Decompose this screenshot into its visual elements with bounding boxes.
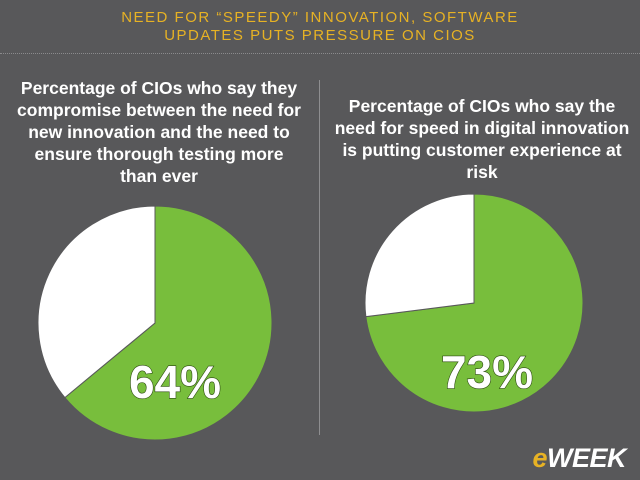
right-pie-chart: 73% [364,193,584,413]
header-title-line-2: UPDATES PUTS PRESSURE ON CIOS [164,27,476,44]
left-pie-chart: 64% [37,205,273,441]
header-title-line-1: NEED FOR “SPEEDY” INNOVATION, SOFTWARE [121,9,519,26]
pie-1-value-label: 73% [441,346,533,398]
eweek-logo: eWEEK [532,443,626,473]
pie-0-slice-main [64,205,273,441]
pie-0-value-label: 64% [129,356,221,408]
header-divider [0,53,640,54]
left-chart-caption: Percentage of CIOs who say they compromi… [17,78,301,186]
pie-0-slice-rest [37,205,156,399]
header: NEED FOR “SPEEDY” INNOVATION, SOFTWARE U… [0,0,640,50]
right-chart-caption: Percentage of CIOs who say the need for … [334,96,630,182]
pie-1-slice-rest [364,193,475,318]
column-divider [319,80,320,435]
